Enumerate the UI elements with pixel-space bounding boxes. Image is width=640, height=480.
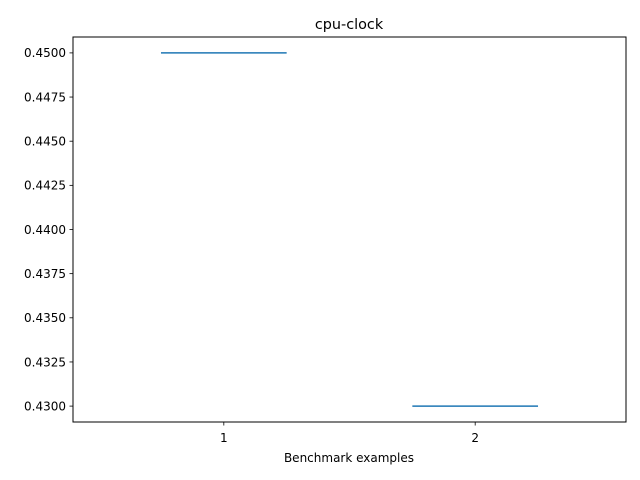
y-tick-label: 0.4350 [24, 311, 66, 325]
chart-title: cpu-clock [315, 17, 384, 33]
y-tick-label: 0.4450 [24, 134, 66, 148]
x-tick-label: 1 [220, 431, 228, 445]
y-tick-label: 0.4375 [24, 267, 66, 281]
data-marks [160, 52, 539, 407]
plot-area [72, 36, 627, 423]
y-tick-label: 0.4325 [24, 355, 66, 369]
y-tick-label: 0.4475 [24, 90, 66, 104]
x-axis-label: Benchmark examples [284, 451, 414, 465]
y-tick-label: 0.4400 [24, 223, 66, 237]
y-tick-label: 0.4500 [24, 46, 66, 60]
x-tick-label: 2 [471, 431, 479, 445]
y-axis: 0.4300 0.4325 0.4350 0.4375 0.4400 0.4425 0.44… [24, 46, 73, 413]
y-tick-label: 0.4425 [24, 179, 66, 193]
y-tick-label: 0.4300 [24, 399, 66, 413]
